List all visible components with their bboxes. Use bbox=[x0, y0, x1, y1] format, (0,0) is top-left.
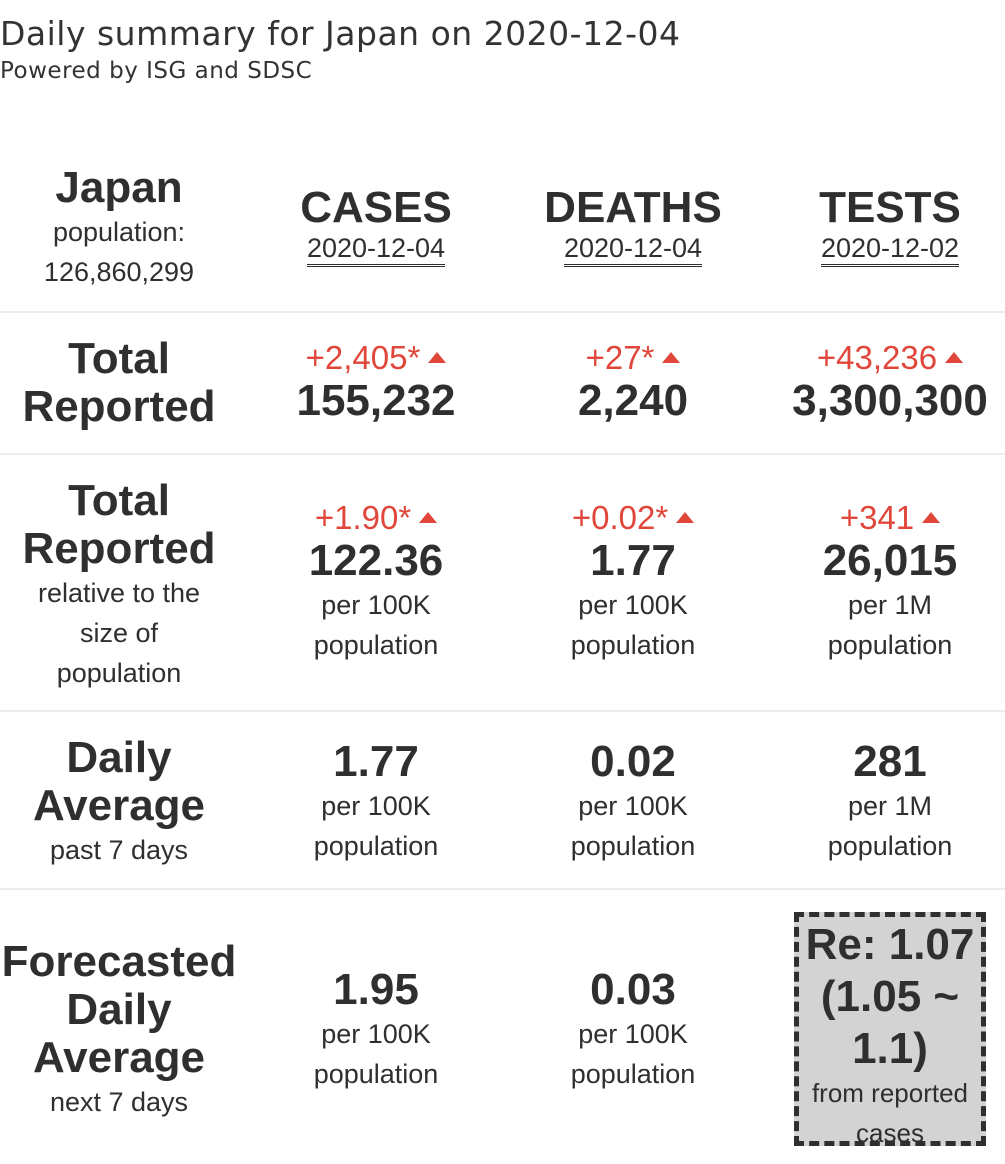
cases-total-cell: +2,405* 155,232 bbox=[248, 339, 504, 425]
daily-average-label: Daily Average past 7 days bbox=[0, 734, 238, 870]
tests-relative-value: 26,015 bbox=[822, 536, 958, 585]
up-triangle-icon bbox=[428, 351, 447, 363]
row-label-line: Forecasted bbox=[1, 937, 237, 986]
unit-label: population bbox=[827, 831, 953, 861]
deaths-forecast-value: 0.03 bbox=[590, 965, 676, 1014]
page-subtitle: Powered by ISG and SDSC bbox=[0, 58, 313, 84]
relative-row: Total Reported relative to the size of p… bbox=[0, 455, 1005, 710]
re-range-line: 1.1) bbox=[852, 1024, 928, 1073]
deaths-date: 2020-12-04 bbox=[563, 232, 703, 267]
unit-label: population bbox=[313, 831, 439, 861]
unit-label: population bbox=[313, 630, 439, 660]
relative-label: Total Reported relative to the size of p… bbox=[0, 477, 238, 693]
row-sublabel: relative to the bbox=[37, 578, 201, 608]
forecast-label: Forecasted Daily Average next 7 days bbox=[0, 938, 238, 1122]
cases-relative-value: 122.36 bbox=[308, 536, 444, 585]
deaths-relative-delta: +0.02* bbox=[505, 499, 761, 537]
up-triangle-icon bbox=[945, 351, 964, 363]
cases-daily-cell: 1.77 per 100K population bbox=[248, 738, 504, 866]
row-label-line: Total bbox=[68, 476, 170, 525]
cases-total: 155,232 bbox=[296, 376, 456, 425]
unit-label: per 100K bbox=[578, 590, 688, 620]
row-sublabel: size of bbox=[79, 618, 159, 648]
cases-title: CASES bbox=[300, 183, 452, 232]
cases-relative-cell: +1.90* 122.36 per 100K population bbox=[248, 499, 504, 665]
tests-date: 2020-12-02 bbox=[820, 232, 960, 267]
unit-label: per 100K bbox=[321, 791, 431, 821]
total-reported-row: Total Reported +2,405* 155,232 +27* 2,24… bbox=[0, 313, 1005, 453]
cases-forecast-value: 1.95 bbox=[333, 965, 419, 1014]
tests-header: TESTS 2020-12-02 bbox=[762, 184, 1005, 267]
up-triangle-icon bbox=[922, 511, 941, 523]
tests-total: 3,300,300 bbox=[792, 376, 988, 425]
row-sublabel: next 7 days bbox=[49, 1087, 189, 1117]
cases-relative-delta: +1.90* bbox=[248, 499, 504, 537]
cases-delta: +2,405* bbox=[248, 339, 504, 377]
cases-header: CASES 2020-12-04 bbox=[248, 184, 504, 267]
unit-label: population bbox=[570, 831, 696, 861]
unit-label: per 1M bbox=[847, 590, 933, 620]
unit-label: per 100K bbox=[321, 590, 431, 620]
deaths-total: 2,240 bbox=[577, 376, 689, 425]
up-triangle-icon bbox=[662, 351, 681, 363]
row-label-line: Reported bbox=[22, 524, 216, 573]
unit-label: population bbox=[827, 630, 953, 660]
deaths-delta: +27* bbox=[505, 339, 761, 377]
deaths-forecast-cell: 0.03 per 100K population bbox=[505, 966, 761, 1094]
deaths-relative-cell: +0.02* 1.77 per 100K population bbox=[505, 499, 761, 665]
header-row: Japan population: 126,860,299 CASES 2020… bbox=[0, 160, 1005, 310]
tests-daily-value: 281 bbox=[853, 737, 927, 786]
total-reported-label: Total Reported bbox=[0, 335, 238, 431]
row-label-line: Average bbox=[32, 781, 206, 830]
row-label-line: Reported bbox=[22, 382, 216, 431]
row-sublabel: past 7 days bbox=[49, 835, 189, 865]
up-triangle-icon bbox=[676, 511, 695, 523]
up-triangle-icon bbox=[419, 511, 438, 523]
deaths-daily-cell: 0.02 per 100K population bbox=[505, 738, 761, 866]
unit-label: population bbox=[570, 1059, 696, 1089]
re-range-line: (1.05 ~ bbox=[820, 972, 960, 1021]
tests-relative-delta: +341 bbox=[762, 499, 1005, 537]
tests-delta: +43,236 bbox=[762, 339, 1005, 377]
row-label-line: Average bbox=[32, 1033, 206, 1082]
cases-daily-value: 1.77 bbox=[333, 737, 419, 786]
tests-title: TESTS bbox=[819, 183, 961, 232]
unit-label: population bbox=[313, 1059, 439, 1089]
re-value: Re: 1.07 bbox=[805, 920, 975, 969]
row-sublabel: population bbox=[56, 658, 182, 688]
deaths-header: DEATHS 2020-12-04 bbox=[505, 184, 761, 267]
forecast-row: Forecasted Daily Average next 7 days 1.9… bbox=[0, 890, 1005, 1164]
row-label-line: Daily bbox=[66, 733, 172, 782]
unit-label: per 100K bbox=[321, 1019, 431, 1049]
row-divider bbox=[0, 311, 1005, 313]
unit-label: per 1M bbox=[847, 791, 933, 821]
deaths-title: DEATHS bbox=[544, 183, 722, 232]
daily-average-row: Daily Average past 7 days 1.77 per 100K … bbox=[0, 712, 1005, 888]
cases-date: 2020-12-04 bbox=[306, 232, 446, 267]
row-label-line: Total bbox=[68, 334, 170, 383]
row-label-line: Daily bbox=[66, 985, 172, 1034]
deaths-total-cell: +27* 2,240 bbox=[505, 339, 761, 425]
tests-daily-cell: 281 per 1M population bbox=[762, 738, 1005, 866]
row-divider bbox=[0, 888, 1005, 890]
location-name: Japan bbox=[55, 163, 183, 212]
deaths-relative-value: 1.77 bbox=[590, 536, 676, 585]
unit-label: per 100K bbox=[578, 1019, 688, 1049]
deaths-daily-value: 0.02 bbox=[590, 737, 676, 786]
population-value: 126,860,299 bbox=[43, 257, 195, 287]
population-label: population: bbox=[52, 217, 186, 247]
unit-label: population bbox=[570, 630, 696, 660]
re-estimate-box: Re: 1.07 (1.05 ~ 1.1) from reported case… bbox=[794, 912, 986, 1148]
cases-forecast-cell: 1.95 per 100K population bbox=[248, 966, 504, 1094]
re-source-line: from reported bbox=[811, 1078, 969, 1108]
location-cell: Japan population: 126,860,299 bbox=[0, 164, 238, 292]
row-divider bbox=[0, 710, 1005, 712]
row-divider bbox=[0, 453, 1005, 455]
re-source-line: cases bbox=[856, 1118, 924, 1148]
unit-label: per 100K bbox=[578, 791, 688, 821]
tests-relative-cell: +341 26,015 per 1M population bbox=[762, 499, 1005, 665]
page-title: Daily summary for Japan on 2020-12-04 bbox=[0, 14, 681, 53]
tests-total-cell: +43,236 3,300,300 bbox=[762, 339, 1005, 425]
